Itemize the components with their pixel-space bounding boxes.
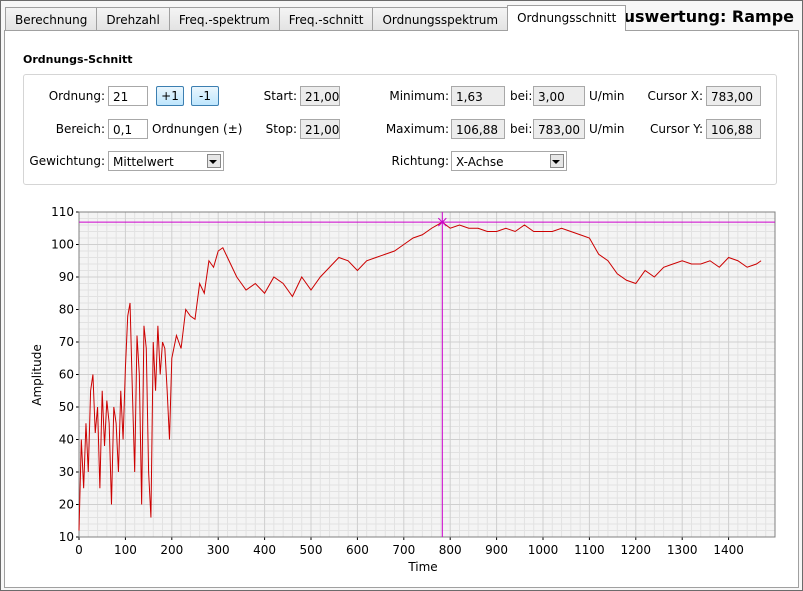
y-tick-label: 70 (59, 335, 74, 349)
x-tick-label: 1000 (528, 543, 559, 557)
y-tick-label: 50 (59, 400, 74, 414)
tab-bar: Berechnung Drehzahl Freq.-spektrum Freq.-sc… (5, 5, 627, 31)
x-tick-label: 900 (485, 543, 508, 557)
x-tick-label: 400 (253, 543, 276, 557)
y-tick-label: 80 (59, 303, 74, 317)
x-tick-label: 200 (160, 543, 183, 557)
readout: 21,00 (300, 119, 340, 139)
dropdown-value: X-Achse (456, 155, 504, 169)
unit: Ordnungen (±) (152, 122, 243, 136)
label: Maximum: (385, 122, 449, 136)
tab[interactable]: Berechnung (5, 7, 98, 31)
readout: 106,88 (706, 119, 761, 139)
y-tick-label: 20 (59, 498, 74, 512)
x-tick-label: 1300 (667, 543, 698, 557)
readout: 783,00 (706, 86, 761, 106)
tab[interactable]: Ordnungsspektrum (372, 7, 509, 31)
dropdown[interactable]: X-Achse (451, 151, 567, 171)
y-tick-label: 60 (59, 368, 74, 382)
x-tick-label: 1200 (621, 543, 652, 557)
x-tick-label: 1400 (713, 543, 744, 557)
y-tick-label: 30 (59, 465, 74, 479)
dropdown-arrow (209, 160, 217, 164)
x-tick-label: 1100 (574, 543, 605, 557)
label: Start: (263, 89, 297, 103)
x-tick-label: 600 (346, 543, 369, 557)
unit: U/min (589, 122, 625, 136)
label: Cursor Y: (649, 122, 703, 136)
input[interactable]: 0,1 (108, 119, 148, 139)
chart: Amplitude Time 1020304050607080901001100… (30, 205, 776, 574)
button[interactable]: -1 (191, 86, 219, 106)
label: bei: (510, 89, 533, 103)
readout: 21,00 (300, 86, 340, 106)
x-tick-label: 100 (114, 543, 137, 557)
label: Richtung: (391, 154, 449, 168)
y-tick-label: 40 (59, 433, 74, 447)
label: Bereich: (55, 122, 105, 136)
y-axis-label: Amplitude (30, 344, 44, 406)
x-tick-label: 0 (75, 543, 83, 557)
x-tick-label: 700 (392, 543, 415, 557)
tab[interactable]: Drehzahl (96, 7, 170, 31)
cursor-marker (437, 217, 447, 227)
plot-frame (78, 211, 776, 538)
x-tick-label: 300 (207, 543, 230, 557)
label: Stop: (265, 122, 297, 136)
data-line (78, 221, 762, 531)
window-title: Auswertung: Rampe (611, 7, 794, 26)
label: Ordnung: (48, 89, 105, 103)
y-tick-label: 100 (51, 238, 74, 252)
tab[interactable]: Freq.-spektrum (168, 7, 280, 31)
label: bei: (510, 122, 533, 136)
dropdown[interactable]: Mittelwert (108, 151, 224, 171)
tab[interactable]: Freq.-schnitt (278, 7, 374, 31)
group-title: Ordnungs-Schnitt (23, 53, 133, 66)
x-tick-label: 800 (439, 543, 462, 557)
x-axis-label: Time (407, 560, 437, 574)
button[interactable]: +1 (156, 86, 184, 106)
readout: 783,00 (533, 119, 585, 139)
x-tick-label: 500 (300, 543, 323, 557)
readout: 1,63 (451, 86, 505, 106)
dropdown-arrow (552, 160, 560, 164)
input[interactable]: 21 (108, 86, 148, 106)
label: Cursor X: (647, 89, 703, 103)
label: Minimum: (389, 89, 449, 103)
unit: U/min (589, 89, 625, 103)
label: Gewichtung: (29, 154, 105, 168)
dropdown-value: Mittelwert (113, 155, 174, 169)
y-tick-label: 110 (51, 205, 74, 219)
tab[interactable]: Ordnungsschnitt (507, 5, 627, 31)
readout: 106,88 (451, 119, 505, 139)
y-tick-label: 10 (59, 530, 74, 544)
readout: 3,00 (533, 86, 585, 106)
y-tick-label: 90 (59, 270, 74, 284)
